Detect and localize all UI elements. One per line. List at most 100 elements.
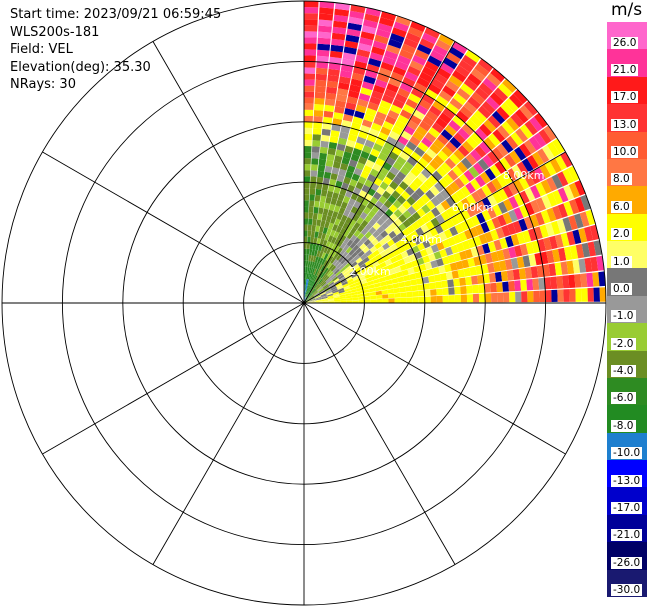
velocity-gate — [304, 158, 311, 165]
velocity-gate — [513, 207, 524, 220]
velocity-gate — [375, 234, 384, 242]
velocity-gate — [332, 161, 341, 169]
velocity-gate — [322, 300, 329, 302]
velocity-gate — [478, 233, 488, 245]
velocity-gate — [429, 185, 440, 196]
colorbar-tick-label: -13.0 — [611, 474, 643, 487]
velocity-gate — [427, 237, 437, 246]
velocity-gate — [347, 278, 354, 284]
velocity-gate — [521, 291, 528, 303]
velocity-gate — [491, 147, 504, 161]
velocity-gate — [313, 275, 318, 282]
velocity-gate — [325, 268, 331, 275]
velocity-gate — [448, 119, 461, 132]
velocity-gate — [552, 190, 563, 205]
velocity-gate — [470, 132, 483, 145]
velocity-gate — [348, 267, 355, 274]
velocity-gate — [454, 177, 465, 189]
velocity-gate — [479, 141, 492, 154]
velocity-gate — [307, 285, 310, 292]
velocity-gate — [346, 165, 356, 174]
velocity-gate — [508, 209, 518, 222]
velocity-gate — [575, 288, 582, 302]
velocity-gate — [307, 292, 312, 299]
velocity-gate — [310, 280, 314, 287]
velocity-gate — [432, 267, 440, 275]
velocity-gate — [418, 157, 429, 168]
velocity-gate — [387, 251, 396, 259]
velocity-gate — [437, 150, 449, 162]
colorbar-unit: m/s — [611, 0, 643, 20]
azimuth-spoke — [42, 302, 305, 455]
velocity-gate — [552, 205, 563, 220]
velocity-gate — [329, 136, 339, 144]
velocity-gate — [304, 73, 316, 80]
velocity-gate — [331, 236, 337, 244]
velocity-gate — [420, 193, 431, 204]
velocity-gate — [511, 164, 524, 179]
velocity-gate — [305, 279, 308, 286]
velocity-gate — [360, 87, 373, 96]
velocity-gate — [343, 46, 357, 55]
velocity-gate — [410, 166, 421, 177]
velocity-gate — [344, 273, 351, 279]
velocity-gate — [340, 258, 347, 265]
velocity-gate — [411, 202, 421, 212]
velocity-gate — [519, 243, 529, 256]
velocity-gate — [323, 110, 334, 118]
velocity-gate — [414, 49, 430, 61]
velocity-gate — [333, 278, 340, 284]
velocity-gate — [453, 234, 462, 244]
velocity-gate — [486, 181, 498, 194]
velocity-gate — [436, 241, 445, 251]
velocity-gate — [415, 104, 429, 116]
velocity-gate — [382, 298, 389, 303]
velocity-gate — [429, 105, 442, 117]
velocity-gate — [343, 151, 352, 160]
velocity-gate — [323, 253, 329, 260]
velocity-gate — [455, 64, 470, 78]
velocity-gate — [392, 66, 407, 77]
velocity-gate — [551, 289, 558, 302]
velocity-gate — [354, 110, 365, 119]
velocity-gate — [377, 257, 385, 265]
velocity-gate — [355, 208, 363, 217]
velocity-gate — [401, 43, 416, 55]
velocity-gate — [507, 222, 517, 235]
velocity-gate — [370, 148, 381, 158]
velocity-gate — [445, 80, 460, 93]
velocity-gate — [349, 84, 361, 93]
velocity-gate — [336, 212, 343, 221]
velocity-gate — [476, 200, 487, 212]
velocity-gate — [331, 288, 338, 293]
velocity-gate — [340, 163, 349, 171]
velocity-gate — [339, 227, 346, 235]
velocity-gate — [304, 290, 306, 297]
velocity-gate — [330, 274, 337, 281]
velocity-gate — [340, 201, 348, 209]
velocity-gate — [562, 217, 573, 232]
velocity-gate — [457, 127, 470, 140]
velocity-gate — [546, 192, 558, 207]
velocity-gate — [491, 110, 506, 125]
velocity-gate — [355, 181, 364, 190]
velocity-gate — [429, 282, 437, 290]
velocity-gate — [355, 247, 363, 255]
velocity-gate — [397, 54, 412, 66]
velocity-gate — [315, 262, 319, 270]
velocity-gate — [339, 188, 347, 196]
velocity-gate — [519, 204, 530, 218]
velocity-gate — [339, 296, 346, 300]
velocity-gate — [394, 93, 408, 104]
velocity-gate — [397, 135, 409, 146]
velocity-gate — [566, 260, 575, 275]
velocity-gate — [311, 164, 318, 171]
velocity-gate — [359, 243, 367, 251]
velocity-gate — [557, 289, 564, 302]
velocity-gate — [478, 293, 486, 303]
velocity-gate — [413, 82, 427, 94]
velocity-gate — [356, 49, 371, 58]
velocity-gate — [373, 116, 385, 127]
velocity-gate — [452, 115, 465, 128]
velocity-gate — [502, 281, 509, 292]
